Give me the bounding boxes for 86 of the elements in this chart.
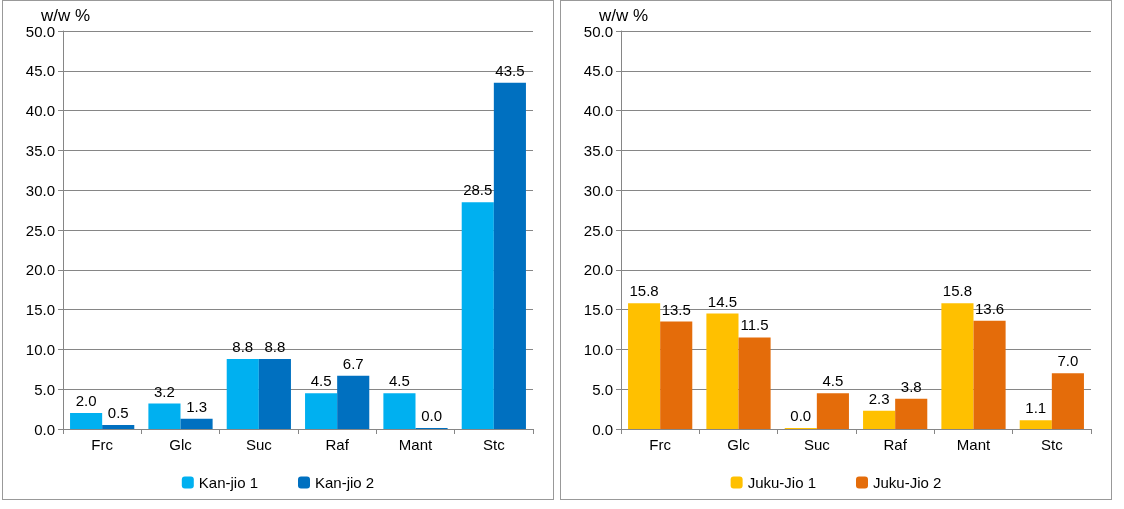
data-label: 13.6 [974, 299, 1005, 317]
bar [180, 418, 213, 429]
data-label: 4.5 [389, 372, 410, 390]
y-tick-label: 50.0 [25, 22, 55, 40]
x-tick-label: Stc [1040, 436, 1064, 453]
bar [493, 82, 526, 429]
data-label: 2.0 [75, 392, 97, 410]
y-tick-label: 10.0 [25, 340, 55, 358]
x-tick-label: Frc [649, 436, 672, 453]
bar [816, 393, 849, 429]
bar [973, 320, 1006, 429]
bar [1051, 373, 1084, 429]
x-tick-label: Mant [398, 436, 433, 453]
y-tick-label: 0.0 [592, 420, 613, 438]
data-label: 13.5 [661, 300, 691, 318]
data-label: 15.8 [629, 282, 659, 300]
bar [226, 358, 259, 429]
x-tick-label: Stc [482, 436, 506, 453]
data-label: 8.8 [264, 337, 286, 355]
y-tick-label: 40.0 [583, 102, 613, 120]
bar [305, 393, 338, 429]
bar [461, 202, 494, 429]
y-tick-label: 50.0 [583, 22, 613, 40]
y-tick-label: 20.0 [25, 261, 55, 279]
y-tick-label: 45.0 [25, 62, 55, 80]
y-axis-title: w/w % [40, 6, 91, 25]
y-tick-label: 40.0 [25, 102, 55, 120]
bar [628, 303, 661, 429]
y-tick-label: 25.0 [583, 221, 613, 239]
data-label: 0.0 [790, 407, 812, 424]
y-tick-label: 15.0 [583, 301, 613, 319]
bar [102, 425, 135, 429]
bar [706, 313, 739, 429]
y-tick-label: 30.0 [25, 181, 55, 199]
y-tick-label: 0.0 [34, 420, 55, 438]
data-label: 4.5 [822, 372, 844, 390]
legend-label: Juku-Jio 1 [747, 474, 817, 491]
bar [660, 321, 693, 429]
y-tick-label: 30.0 [583, 181, 613, 199]
y-tick-label: 20.0 [583, 261, 613, 279]
y-tick-label: 25.0 [25, 221, 55, 239]
bar [337, 375, 370, 429]
bar [148, 403, 181, 429]
data-label: 3.2 [154, 382, 175, 400]
y-tick-label: 35.0 [583, 141, 613, 159]
x-tick-label: Suc [245, 436, 273, 453]
y-axis-title: w/w % [598, 6, 649, 25]
data-label: 11.5 [740, 316, 769, 334]
y-tick-label: 5.0 [592, 380, 613, 398]
data-label: 1.1 [1025, 399, 1047, 417]
data-label: 3.8 [900, 377, 922, 395]
legend-label: Juku-Jio 2 [873, 474, 942, 491]
data-label: 0.0 [421, 407, 442, 424]
bar [383, 393, 416, 429]
y-tick-label: 5.0 [34, 380, 55, 398]
data-label: 28.5 [463, 181, 493, 199]
bar [258, 358, 291, 429]
y-tick-label: 45.0 [583, 62, 613, 80]
y-tick-label: 15.0 [25, 301, 55, 319]
x-tick-label: Frc [91, 436, 114, 453]
legend-label: Kan-jio 2 [315, 474, 375, 491]
x-tick-label: Mant [956, 436, 991, 453]
data-label: 7.0 [1057, 352, 1079, 370]
data-label: 6.7 [342, 354, 364, 372]
x-tick-label: Glc [727, 436, 751, 453]
data-label: 1.3 [186, 397, 207, 415]
bar [863, 410, 896, 429]
data-label: 0.5 [107, 404, 129, 422]
y-tick-label: 35.0 [25, 141, 55, 159]
bar [70, 413, 103, 429]
legend-label: Kan-jio 1 [198, 474, 258, 491]
x-tick-label: Raf [325, 436, 350, 453]
bar [941, 303, 974, 429]
x-tick-label: Suc [803, 436, 831, 453]
data-label: 14.5 [707, 292, 738, 310]
data-label: 43.5 [495, 61, 525, 79]
y-tick-label: 10.0 [583, 340, 613, 358]
data-label: 8.8 [232, 337, 254, 355]
bar [895, 398, 928, 429]
data-label: 4.5 [310, 372, 332, 390]
data-label: 15.8 [942, 282, 973, 300]
data-label: 2.3 [868, 389, 890, 407]
bar [1019, 420, 1052, 429]
x-tick-label: Glc [169, 436, 193, 453]
x-tick-label: Raf [883, 436, 908, 453]
bar [738, 337, 771, 429]
